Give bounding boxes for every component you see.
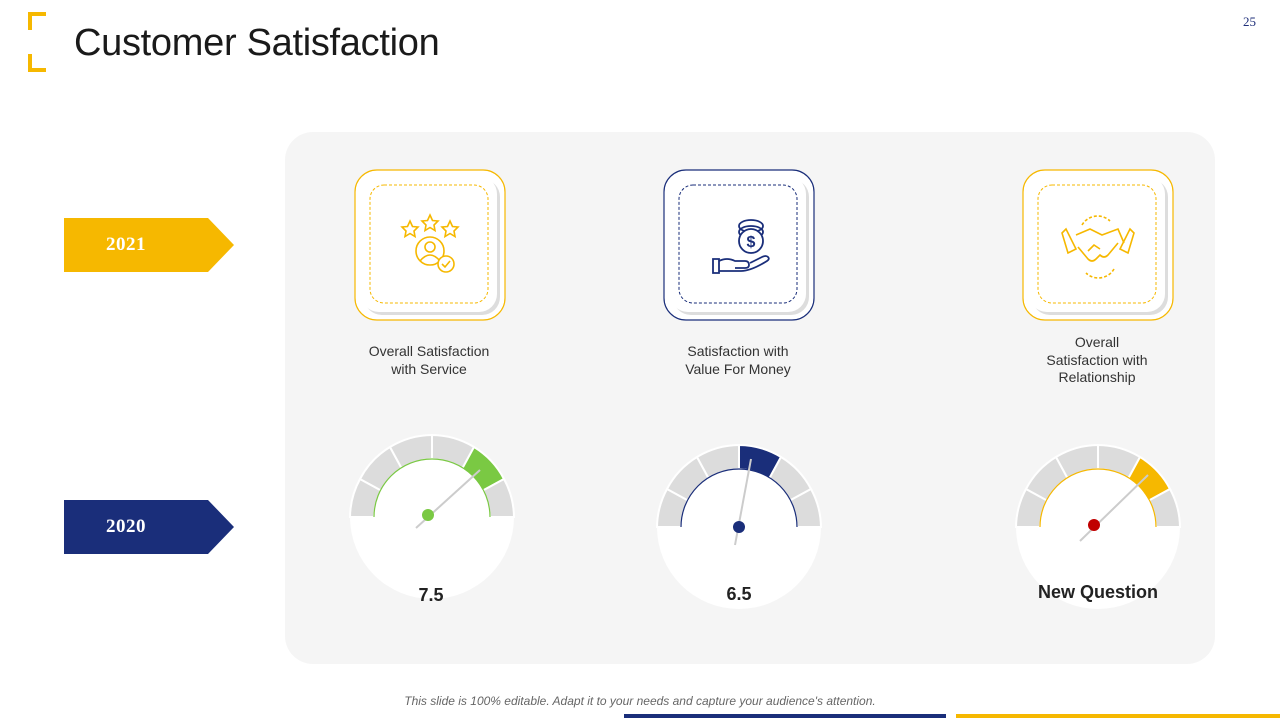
year-tag-2021: 2021	[64, 218, 234, 272]
metric-tile-relationship	[1022, 169, 1174, 321]
metric-label-value: Satisfaction with Value For Money	[685, 343, 791, 377]
rating-person-icon	[400, 213, 460, 273]
page-number: 25	[1243, 14, 1256, 29]
arrow-tag-shape	[64, 218, 234, 272]
footer-bar-blue	[624, 714, 946, 718]
hand-money-icon: $	[712, 219, 770, 274]
gauge-value-relationship: New Question	[1037, 582, 1158, 602]
footer-note: This slide is 100% editable. Adapt it to…	[404, 694, 876, 708]
handshake-icon	[1061, 215, 1135, 279]
metric-tile-service	[354, 169, 506, 321]
year-label-previous: 2020	[106, 516, 146, 537]
gauge-value-money: 6.5	[726, 584, 752, 604]
metric-tile-value: $	[663, 169, 815, 321]
metric-label-relationship: Overall Satisfaction with Relationship	[1046, 334, 1148, 385]
year-tag-2020: 2020	[64, 500, 234, 554]
gauge-value	[655, 443, 823, 609]
page-title: Customer Satisfaction	[74, 22, 440, 64]
year-label-current: 2021	[106, 234, 146, 255]
svg-text:$: $	[747, 234, 756, 251]
gauge-value-service: 7.5	[418, 585, 444, 605]
title-bracket-decoration	[28, 12, 46, 72]
footer-bar-yellow	[956, 714, 1280, 718]
arrow-tag-shape	[64, 500, 234, 554]
metric-label-service: Overall Satisfaction with Service	[368, 343, 490, 377]
gauge-relationship	[1014, 443, 1182, 609]
gauge-service	[348, 433, 516, 599]
